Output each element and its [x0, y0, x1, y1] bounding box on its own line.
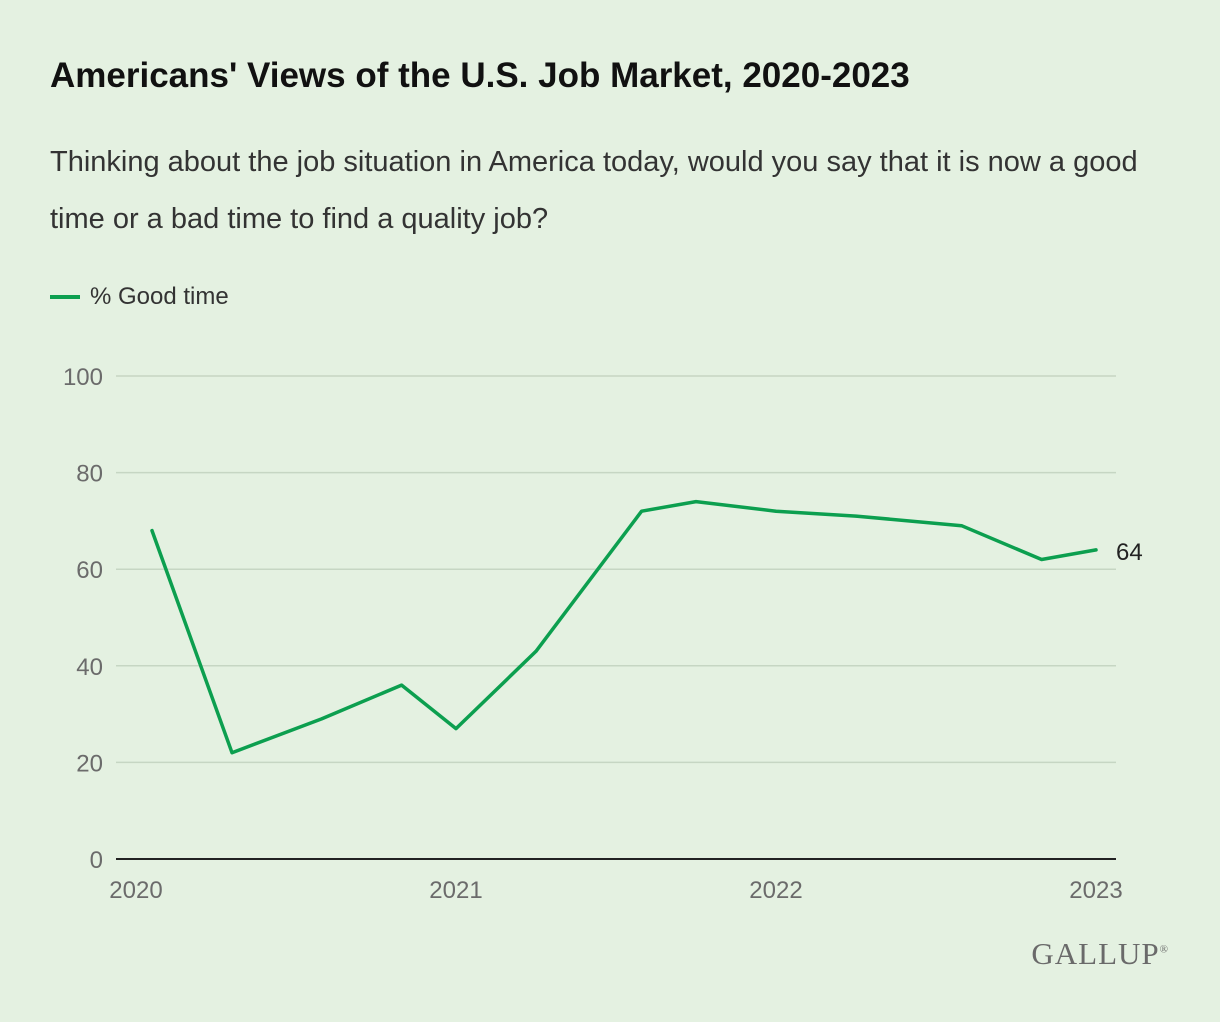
data-point — [230, 751, 234, 755]
legend-label: % Good time — [90, 283, 229, 310]
chart-title: Americans' Views of the U.S. Job Market,… — [50, 56, 910, 95]
x-tick-label: 2020 — [109, 877, 162, 904]
data-point — [774, 509, 778, 513]
x-tick-label: 2021 — [429, 877, 482, 904]
y-tick-label: 40 — [76, 654, 103, 681]
data-point — [694, 500, 698, 504]
data-point — [320, 717, 324, 721]
legend: % Good time — [50, 283, 229, 311]
data-point — [960, 524, 964, 528]
brand-mark: ® — [1159, 943, 1168, 956]
data-point — [150, 529, 154, 533]
x-tick-label: 2023 — [1069, 877, 1122, 904]
data-point — [640, 509, 644, 513]
data-point — [400, 683, 404, 687]
data-point — [854, 514, 858, 518]
brand-name: GALLUP — [1031, 936, 1160, 971]
y-tick-label: 100 — [63, 364, 103, 391]
y-tick-label: 0 — [90, 847, 103, 874]
y-tick-label: 20 — [76, 750, 103, 777]
y-tick-label: 60 — [76, 557, 103, 584]
chart-subtitle: Thinking about the job situation in Amer… — [50, 146, 1138, 235]
data-point — [454, 727, 458, 731]
series-line-good-time — [150, 499, 1098, 755]
gallup-logo: GALLUP® — [1031, 936, 1168, 972]
data-point — [1094, 548, 1098, 552]
end-value-label: 64 — [1116, 539, 1143, 566]
data-point — [1040, 558, 1044, 562]
data-point — [534, 649, 538, 653]
x-tick-label: 2022 — [749, 877, 802, 904]
legend-swatch — [50, 295, 80, 299]
y-tick-label: 80 — [76, 461, 103, 488]
